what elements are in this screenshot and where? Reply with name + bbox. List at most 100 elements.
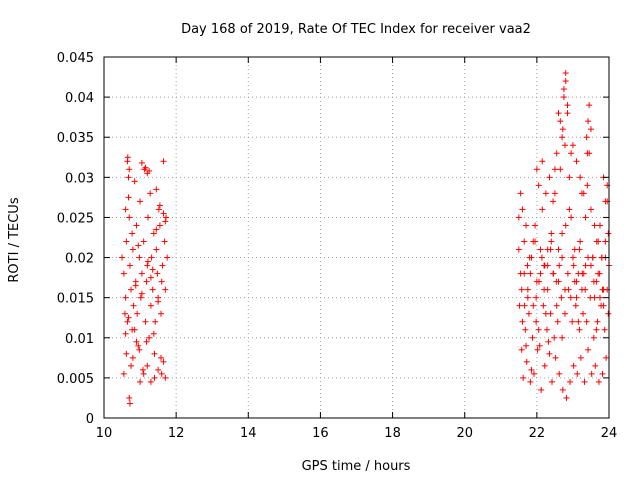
x-tick-label: 22 — [529, 426, 546, 441]
y-tick-label: 0.02 — [65, 252, 94, 267]
y-axis-title: ROTI / TECUs — [7, 197, 22, 282]
data-point — [559, 126, 566, 133]
chart-title: Day 168 of 2019, Rate Of TEC Index for r… — [181, 22, 531, 37]
data-point — [140, 370, 147, 377]
data-point — [602, 238, 609, 245]
data-point — [558, 294, 565, 301]
data-point — [126, 262, 133, 269]
data-point — [556, 262, 563, 269]
data-point — [569, 142, 576, 149]
data-point — [603, 354, 610, 361]
data-point — [126, 394, 133, 401]
data-point — [147, 274, 154, 281]
data-point — [126, 166, 133, 173]
y-tick-label: 0.04 — [65, 91, 94, 106]
data-point — [550, 198, 557, 205]
data-point — [591, 222, 598, 229]
data-point — [163, 214, 170, 221]
data-point — [541, 362, 548, 369]
data-point — [554, 318, 561, 325]
data-point — [572, 302, 579, 309]
y-tick-label: 0.01 — [65, 332, 94, 347]
data-point — [551, 334, 558, 341]
data-point — [150, 330, 157, 337]
data-point — [123, 238, 130, 245]
data-point — [149, 286, 156, 293]
data-point — [125, 174, 132, 181]
y-tick-label: 0.025 — [57, 211, 94, 226]
data-point — [142, 164, 149, 171]
data-point — [159, 262, 166, 269]
data-point — [136, 346, 143, 353]
data-point — [553, 150, 560, 157]
data-point — [528, 254, 535, 261]
data-point — [125, 314, 132, 321]
data-point — [593, 326, 600, 333]
data-point — [590, 334, 597, 341]
data-point — [153, 246, 160, 253]
y-tick-label: 0.015 — [57, 292, 94, 307]
data-point — [521, 238, 528, 245]
y-tick-label: 0.045 — [57, 51, 94, 66]
data-point — [564, 102, 571, 109]
data-point — [575, 318, 582, 325]
x-tick-label: 20 — [456, 426, 473, 441]
data-point — [594, 318, 601, 325]
data-point — [602, 198, 609, 205]
data-point — [518, 286, 525, 293]
data-point — [155, 206, 162, 213]
data-point — [573, 158, 580, 165]
axis-ticks — [103, 56, 610, 419]
data-point — [583, 318, 590, 325]
data-point — [154, 270, 161, 277]
data-point — [161, 238, 168, 245]
data-point — [124, 154, 131, 161]
data-point — [523, 358, 530, 365]
data-point — [126, 400, 133, 407]
data-point — [556, 370, 563, 377]
data-point — [122, 330, 129, 337]
data-point — [133, 222, 140, 229]
data-point — [135, 342, 142, 349]
data-point — [132, 282, 139, 289]
data-point — [160, 158, 167, 165]
data-point — [129, 246, 136, 253]
data-point — [544, 286, 551, 293]
data-point — [534, 346, 541, 353]
data-point — [524, 262, 531, 269]
data-point — [144, 170, 151, 177]
data-point — [537, 270, 544, 277]
data-point — [129, 326, 136, 333]
data-point — [600, 302, 607, 309]
data-point — [543, 326, 550, 333]
data-point — [138, 290, 145, 297]
data-point — [582, 286, 589, 293]
data-point — [559, 134, 566, 141]
plot-frame — [103, 56, 610, 419]
data-point — [549, 378, 556, 385]
data-point — [535, 182, 542, 189]
data-point — [552, 354, 559, 361]
data-point — [553, 278, 560, 285]
data-point — [519, 318, 526, 325]
data-point — [516, 302, 523, 309]
y-tick-labels: 0 0.005 0.01 0.015 0.02 0.025 0.03 0.035 0.04 0.0… — [57, 51, 94, 427]
data-point — [148, 254, 155, 261]
data-point — [596, 270, 603, 277]
data-point — [577, 174, 584, 181]
y-tick-label: 0.005 — [57, 372, 94, 387]
data-point — [561, 142, 568, 149]
data-point — [145, 258, 152, 265]
data-point — [574, 370, 581, 377]
data-point — [156, 202, 163, 209]
data-point — [518, 346, 525, 353]
data-point — [586, 102, 593, 109]
data-point — [569, 254, 576, 261]
data-point — [129, 354, 136, 361]
data-point — [515, 214, 522, 221]
data-point — [562, 78, 569, 85]
data-point — [153, 226, 160, 233]
data-point — [122, 294, 129, 301]
data-point — [157, 354, 164, 361]
x-tick-label: 18 — [384, 426, 401, 441]
